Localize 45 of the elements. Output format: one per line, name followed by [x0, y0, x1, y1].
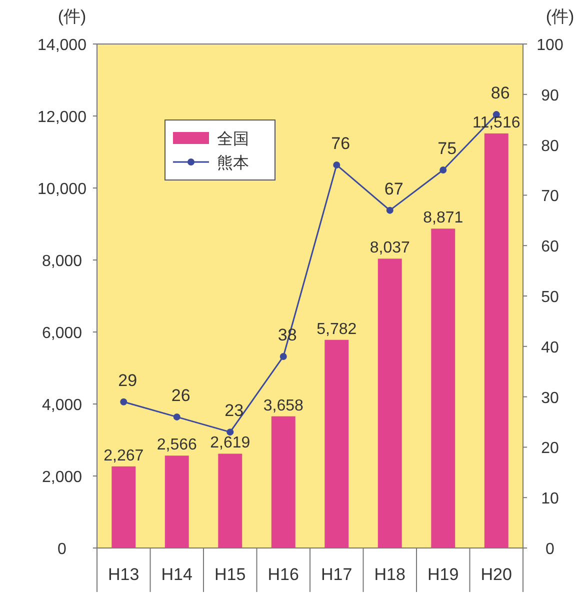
y2-tick-label: 0	[546, 541, 555, 558]
data-label: 86	[490, 84, 510, 103]
x-tick-label: H13	[108, 565, 140, 584]
data-label: 75	[438, 139, 457, 158]
y-tick-label: 10,000	[38, 181, 87, 198]
data-label: 8,037	[370, 240, 410, 257]
y-tick-label: 12,000	[38, 109, 87, 126]
data-label: 3,658	[263, 397, 304, 414]
y2-tick-label: 30	[541, 390, 559, 407]
x-tick-label: H16	[268, 565, 299, 584]
data-label: 67	[384, 179, 404, 198]
data-label: 2,566	[156, 436, 197, 454]
x-tick-label: H20	[480, 565, 512, 584]
y2-tick-label: 50	[541, 289, 559, 306]
data-label: 5,782	[316, 320, 357, 338]
x-tick-label: H15	[214, 565, 246, 584]
y2-tick-label: 10	[541, 490, 559, 508]
y2-tick-label: 100	[536, 37, 564, 54]
y2-tick-label: 70	[541, 188, 559, 206]
y2-tick-label: 20	[541, 440, 559, 458]
y2-tick-label: 40	[541, 339, 559, 356]
x-tick-label: H18	[374, 565, 406, 584]
y2-tick-label: 60	[541, 238, 559, 256]
data-label: 26	[171, 386, 190, 405]
y-tick-label: 14,000	[38, 37, 87, 54]
x-tick-label: H17	[321, 565, 352, 584]
data-label: 76	[331, 134, 350, 153]
data-label: 2,267	[104, 447, 144, 464]
data-label: 2,619	[210, 434, 250, 452]
data-label: 23	[224, 401, 244, 420]
y-tick-label: 6,000	[42, 325, 82, 342]
legend-label: 熊本	[217, 154, 249, 172]
legend-label: 全国	[217, 131, 249, 148]
x-tick-label: H19	[428, 565, 459, 584]
y2-axis-title: (件)	[546, 7, 574, 26]
y-tick-label: 0	[58, 541, 67, 558]
x-tick-label: H14	[161, 565, 192, 584]
y-tick-label: 4,000	[42, 397, 82, 414]
y-axis-title: (件)	[58, 7, 86, 26]
data-label: 29	[118, 370, 138, 390]
y2-tick-label: 80	[541, 138, 559, 155]
y2-tick-label: 90	[541, 87, 559, 104]
data-label: 8,871	[423, 210, 464, 227]
y-tick-label: 8,000	[42, 253, 82, 270]
y-tick-label: 2,000	[42, 469, 82, 486]
